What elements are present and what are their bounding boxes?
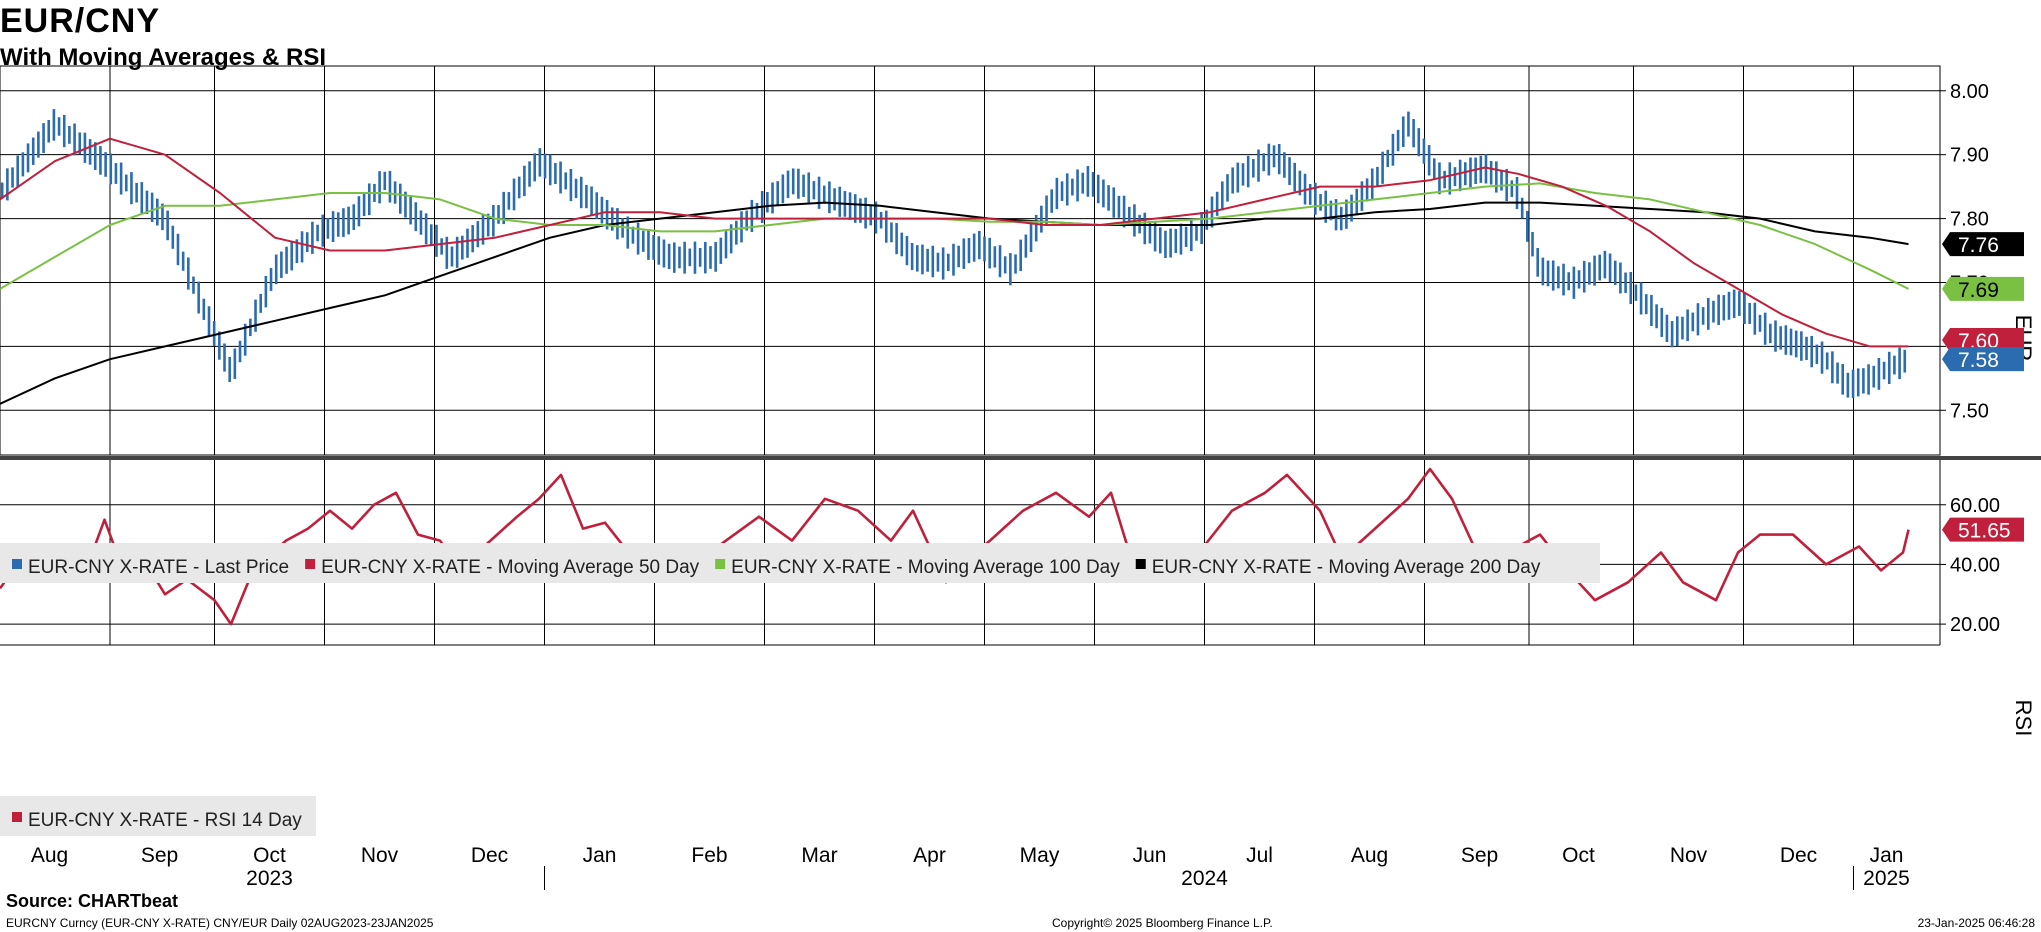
month-label-16: Dec bbox=[1780, 844, 1817, 867]
axes: 8.007.907.807.707.607.5060.0040.0020.00E… bbox=[31, 81, 2036, 890]
chart-series bbox=[0, 109, 1910, 626]
month-label-3: Nov bbox=[361, 844, 399, 867]
legend-item-0[interactable]: EUR-CNY X-RATE - Last Price bbox=[28, 557, 289, 578]
legends[interactable]: EUR-CNY X-RATE - Last Price EUR-CNY X-RAT… bbox=[0, 543, 1600, 836]
month-label-12: Aug bbox=[1351, 844, 1388, 867]
legend-item-1[interactable]: EUR-CNY X-RATE - Moving Average 50 Day bbox=[321, 557, 700, 578]
price-tag-label-3: 7.58 bbox=[1958, 349, 1999, 372]
legend-swatch-2 bbox=[715, 559, 726, 569]
month-label-4: Dec bbox=[471, 844, 508, 867]
month-label-9: May bbox=[1020, 844, 1060, 867]
rsi-tag-0 bbox=[1942, 517, 2024, 542]
chart-title: EUR/CNY bbox=[0, 2, 161, 40]
grid-lines bbox=[0, 65, 2041, 646]
month-label-10: Jun bbox=[1133, 844, 1167, 867]
footer-copyright: Copyright© 2025 Bloomberg Finance L.P. bbox=[1052, 916, 1273, 930]
legend-swatch-3 bbox=[1135, 559, 1146, 569]
price-tag-3 bbox=[1942, 347, 2024, 372]
month-label-15: Nov bbox=[1670, 844, 1708, 867]
legend-swatch-1 bbox=[305, 559, 316, 569]
month-label-7: Mar bbox=[801, 844, 837, 867]
price-tag-1 bbox=[1942, 276, 2024, 301]
month-label-5: Jan bbox=[583, 844, 617, 867]
ma50-line bbox=[0, 137, 1909, 348]
rsi-legend-item[interactable]: EUR-CNY X-RATE - RSI 14 Day bbox=[28, 810, 302, 831]
rsi-line bbox=[0, 467, 1910, 626]
month-label-11: Jul bbox=[1246, 844, 1273, 867]
price-tag-label-1: 7.69 bbox=[1958, 279, 1999, 302]
year-label-0: 2023 bbox=[246, 867, 293, 890]
ytick-label-price-1: 7.90 bbox=[1950, 145, 1989, 167]
month-label-1: Sep bbox=[141, 844, 178, 867]
month-label-17: Jan bbox=[1870, 844, 1904, 867]
price-tag-label-0: 7.76 bbox=[1958, 234, 1999, 257]
price-bars bbox=[0, 109, 1907, 399]
price-panel-frame bbox=[0, 65, 1941, 456]
source-note: Source: CHARTbeat bbox=[6, 891, 179, 911]
ma100-line bbox=[0, 182, 1909, 290]
month-label-0: Aug bbox=[31, 844, 68, 867]
month-label-2: Oct bbox=[253, 844, 286, 867]
month-label-14: Oct bbox=[1562, 844, 1595, 867]
ma200-line bbox=[0, 201, 1909, 405]
price-tag-0 bbox=[1942, 232, 2024, 257]
ytick-label-rsi-0: 60.00 bbox=[1950, 495, 2000, 517]
legend-item-2[interactable]: EUR-CNY X-RATE - Moving Average 100 Day bbox=[731, 557, 1120, 578]
rsi-tag-label-0: 51.65 bbox=[1958, 520, 2011, 543]
month-label-6: Feb bbox=[691, 844, 727, 867]
month-label-13: Sep bbox=[1461, 844, 1498, 867]
year-label-1: 2024 bbox=[1181, 867, 1228, 890]
price-legend-box bbox=[0, 543, 1600, 583]
rsi-legend-box bbox=[0, 796, 316, 836]
ytick-label-price-2: 7.80 bbox=[1950, 209, 1989, 231]
rsi-legend-swatch bbox=[12, 812, 22, 822]
footer-left: EURCNY Curncy (EUR-CNY X-RATE) CNY/EUR D… bbox=[6, 916, 434, 930]
year-label-2: 2025 bbox=[1863, 867, 1910, 890]
month-label-8: Apr bbox=[913, 844, 946, 867]
ytick-label-rsi-1: 40.00 bbox=[1950, 554, 2000, 576]
ytick-label-price-0: 8.00 bbox=[1950, 81, 1989, 103]
y-axis-label-rsi: RSI bbox=[2011, 700, 2036, 737]
price-tag-2 bbox=[1942, 327, 2024, 352]
legend-swatch-0 bbox=[12, 559, 22, 569]
legend-item-3[interactable]: EUR-CNY X-RATE - Moving Average 200 Day bbox=[1152, 557, 1541, 578]
footer-timestamp: 23-Jan-2025 06:46:28 bbox=[1917, 916, 2035, 930]
ytick-label-rsi-2: 20.00 bbox=[1950, 614, 2000, 636]
ytick-label-price-5: 7.50 bbox=[1950, 400, 1989, 422]
